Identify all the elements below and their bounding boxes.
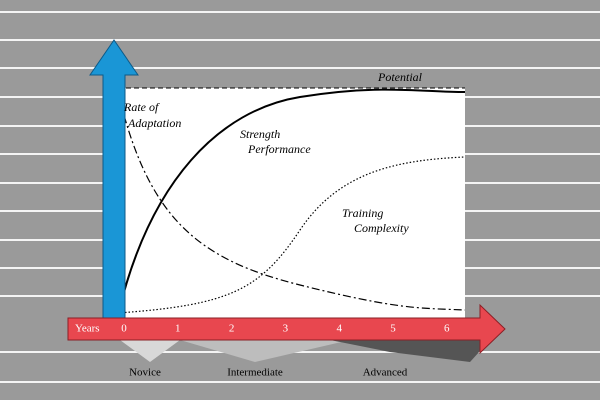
stage-label: Novice xyxy=(129,367,161,379)
tick-label: 3 xyxy=(283,323,289,335)
stage-label: Intermediate xyxy=(227,367,283,379)
tick-label: 2 xyxy=(229,323,235,335)
plot-area xyxy=(118,88,465,318)
strength-label: Performance xyxy=(247,142,311,156)
advanced-bracket xyxy=(330,340,490,362)
y-arrow xyxy=(89,39,139,321)
adaptation-curve xyxy=(119,99,466,311)
rate-label: Adaptation xyxy=(127,116,181,130)
potential-label: Potential xyxy=(377,70,423,84)
novice-bracket xyxy=(120,340,180,362)
stage-label: Advanced xyxy=(363,367,408,379)
strength-label: Strength xyxy=(240,127,280,141)
tick-label: 4 xyxy=(336,323,342,335)
intermediate-bracket xyxy=(180,340,350,362)
tick-label: 1 xyxy=(175,323,181,335)
x-arrow xyxy=(67,303,506,355)
tick-label: 5 xyxy=(390,323,396,335)
strength-curve xyxy=(117,88,466,316)
ticks: 0 1 2 3 4 5 6 xyxy=(121,323,450,335)
rate-label: Rate of xyxy=(123,100,160,114)
tick-label: 0 xyxy=(121,323,127,335)
complexity-curve xyxy=(117,156,466,314)
tick-label: 6 xyxy=(444,323,450,335)
axis-title: Years xyxy=(75,323,100,335)
complexity-label: Training xyxy=(342,206,383,220)
complexity-label: Complexity xyxy=(354,221,409,235)
